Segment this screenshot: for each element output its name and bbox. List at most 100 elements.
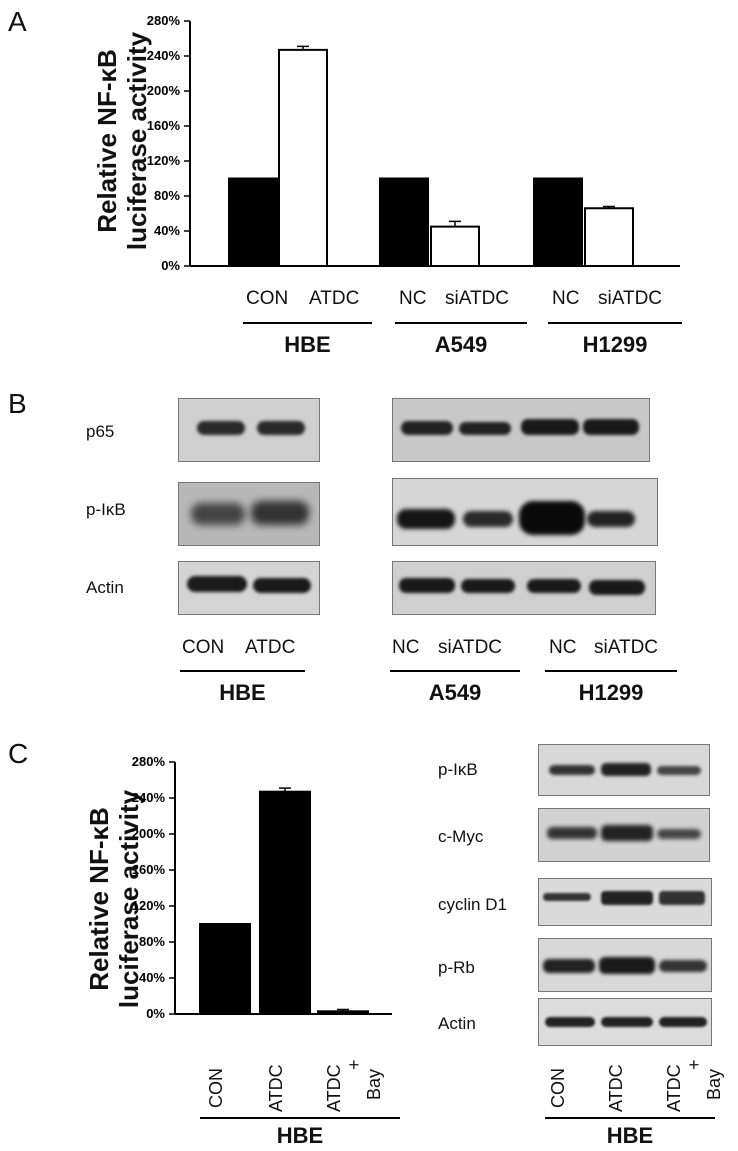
band: [659, 1017, 707, 1027]
panel-a-group-line-hbe: [243, 322, 372, 324]
y-tick-label: 200%: [147, 83, 181, 98]
band: [543, 893, 591, 901]
blot-b-right-actin: [392, 561, 656, 615]
blot-c-label-cyclind1: cyclin D1: [438, 895, 507, 914]
blot-b-hbe-actin: [178, 561, 320, 615]
band: [549, 765, 595, 775]
blot-c-lane-con: CON: [548, 1068, 568, 1108]
band: [545, 1017, 595, 1027]
panel-a-cat-siatdc: siATDC: [445, 288, 510, 309]
band: [519, 501, 585, 535]
band: [399, 578, 455, 593]
band: [197, 421, 245, 435]
bar-a-1: [278, 48, 328, 267]
panel-a-cat-siatdc-2: siATDC: [598, 288, 663, 309]
blot-b-label-pikb: p-IκB: [86, 500, 126, 519]
blot-c-pikb: [538, 744, 710, 796]
panel-a-letter: A: [8, 6, 27, 37]
band: [191, 503, 245, 525]
panel-a-group-h1299: H1299: [582, 332, 648, 357]
y-tick-label: 0%: [146, 1006, 165, 1021]
band: [589, 580, 645, 595]
y-tick-label: 80%: [139, 934, 165, 949]
panel-c-group-line: [200, 1117, 400, 1119]
blot-c-prb: [538, 938, 712, 992]
blot-c-label-actin: Actin: [438, 1014, 476, 1033]
y-tick-label: 200%: [132, 826, 166, 841]
panel-c-letter: C: [8, 738, 29, 769]
band: [253, 578, 311, 593]
band: [659, 960, 707, 972]
y-tick-label: 240%: [147, 48, 181, 63]
blot-c-group-hbe: HBE: [606, 1123, 654, 1148]
band: [521, 419, 579, 435]
panel-b-group-h1299: H1299: [578, 680, 644, 705]
panel-a-cat-con: CON: [246, 288, 289, 309]
blot-c-cmyc: [538, 808, 710, 862]
blot-c-cyclind1: [538, 878, 712, 926]
y-tick-label: 280%: [147, 13, 181, 28]
panel-b-group-line-a549: [390, 670, 520, 672]
panel-b-group-a549: A549: [428, 680, 482, 705]
panel-c-lane-atdc-bay: ATDC: [324, 1064, 344, 1112]
bar-a-2: [379, 177, 429, 267]
y-tick-label: 160%: [147, 118, 181, 133]
band: [547, 827, 597, 839]
panel-c-chart: 0% 40% 80% 120% 160% 200% 240% 280%: [132, 754, 392, 1021]
y-tick-label: 280%: [132, 754, 166, 769]
band: [463, 511, 513, 527]
band: [599, 957, 655, 974]
blot-c-label-cmyc: c-Myc: [438, 827, 484, 846]
band: [657, 766, 701, 775]
panel-a-cat-nc: NC: [399, 288, 427, 309]
band: [257, 421, 305, 435]
panel-b-cat-nc-2: NC: [549, 637, 577, 658]
panel-a-cat-nc-2: NC: [552, 288, 580, 309]
bar-c-0: [199, 923, 251, 1015]
panel-c-lane-bay: Bay: [364, 1068, 384, 1100]
blot-c-lane-plus: +: [684, 1059, 704, 1070]
panel-a-group-hbe: HBE: [284, 332, 331, 357]
blot-b-label-actin: Actin: [86, 578, 124, 597]
blot-c-label-prb: p-Rb: [438, 958, 475, 977]
band: [543, 959, 595, 973]
panel-b-cat-siatdc: siATDC: [438, 637, 503, 658]
panel-b-cat-atdc: ATDC: [245, 637, 296, 658]
panel-b-group-line-h1299: [545, 670, 677, 672]
band: [187, 576, 247, 592]
blot-b-right-pikb: [392, 478, 658, 546]
y-tick-label: 120%: [132, 898, 166, 913]
blot-b-hbe-pikb: [178, 482, 320, 546]
band: [251, 501, 309, 525]
y-tick-label: 40%: [154, 223, 180, 238]
panel-a-cat-atdc: ATDC: [309, 288, 360, 309]
blot-c-group-line: [545, 1117, 715, 1119]
panel-a-chart: 0% 40% 80% 120% 160% 200% 240% 280%: [147, 13, 680, 273]
blot-c-actin: [538, 998, 712, 1046]
bar-c-2: [317, 1010, 369, 1015]
blot-b-right-p65: [392, 398, 650, 462]
blot-b-hbe-p65: [178, 398, 320, 462]
panel-c-lane-atdc: ATDC: [266, 1064, 286, 1112]
panel-b-group-line-hbe: [180, 670, 305, 672]
bar-a-5: [584, 207, 634, 267]
panel-b-cat-siatdc-2: siATDC: [594, 637, 659, 658]
y-tick-label: 0%: [161, 258, 180, 273]
band: [583, 419, 639, 435]
band: [587, 511, 635, 527]
panel-a-group-line-h1299: [548, 322, 682, 324]
band: [459, 422, 511, 435]
y-tick-label: 40%: [139, 970, 165, 985]
panel-c-lane-plus: +: [344, 1059, 364, 1070]
panel-a-group-line-a549: [395, 322, 527, 324]
panel-b-group-hbe: HBE: [219, 680, 266, 705]
band: [527, 579, 581, 593]
panel-b-cat-con: CON: [182, 637, 225, 658]
band: [659, 891, 705, 905]
y-tick-label: 120%: [147, 153, 181, 168]
panel-b-cat-nc: NC: [392, 637, 420, 658]
panel-c-group-hbe: HBE: [276, 1123, 324, 1148]
panel-b-letter: B: [8, 388, 27, 419]
band: [401, 421, 453, 435]
band: [601, 763, 651, 776]
